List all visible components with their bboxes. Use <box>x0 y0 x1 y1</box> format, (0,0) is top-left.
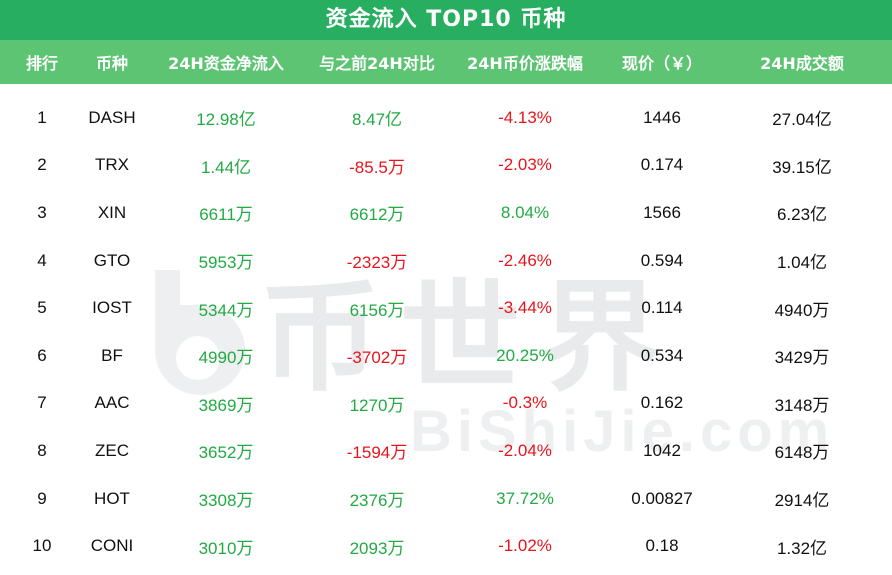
header-inflow: 24H资金净流入 <box>168 54 284 73</box>
table-row: 7 AAC 3869万 1270万 -0.3% 0.162 3148万 <box>0 380 892 428</box>
change-cell: -0.3% <box>502 393 548 413</box>
coin-cell: XIN <box>97 202 127 222</box>
header-coin: 币种 <box>95 54 128 73</box>
table-body: 1 DASH 12.98亿 8.47亿 -4.13% 1446 27.04亿 2… <box>0 94 892 570</box>
change-cell: 8.04% <box>500 202 550 222</box>
price-cell: 1042 <box>643 440 681 460</box>
volume-cell: 6148万 <box>774 443 830 463</box>
page-title: 资金流入 TOP10 币种 <box>0 0 892 40</box>
coin-cell: ZEC <box>95 440 129 460</box>
inflow-cell: 1.44亿 <box>200 157 252 177</box>
rank-cell: 8 <box>37 440 47 460</box>
rank-cell: 2 <box>37 155 47 175</box>
change-cell: -3.44% <box>498 298 552 318</box>
rank-cell: 10 <box>32 536 52 556</box>
inflow-cell: 3010万 <box>198 538 254 558</box>
change-cell: -4.13% <box>498 107 552 127</box>
inflow-cell: 5344万 <box>198 300 254 320</box>
inflow-cell: 4990万 <box>198 348 254 368</box>
header-rank: 排行 <box>25 54 58 73</box>
compare-cell: -1594万 <box>346 443 408 463</box>
price-cell: 0.174 <box>640 155 684 175</box>
coin-cell: HOT <box>94 488 130 508</box>
volume-cell: 27.04亿 <box>772 110 832 130</box>
compare-cell: -2323万 <box>346 253 408 273</box>
inflow-cell: 3308万 <box>198 491 254 511</box>
rank-cell: 4 <box>37 250 47 270</box>
change-cell: -2.46% <box>498 250 552 270</box>
compare-cell: -85.5万 <box>349 157 405 177</box>
change-cell: 37.72% <box>496 488 554 508</box>
volume-cell: 39.15亿 <box>772 157 832 177</box>
inflow-cell: 3652万 <box>198 443 254 463</box>
volume-cell: 1.04亿 <box>776 253 828 273</box>
table-row: 2 TRX 1.44亿 -85.5万 -2.03% 0.174 39.15亿 <box>0 142 892 190</box>
table-row: 9 HOT 3308万 2376万 37.72% 0.00827 2914亿 <box>0 475 892 523</box>
price-cell: 0.534 <box>640 345 684 365</box>
compare-cell: 6156万 <box>349 300 405 320</box>
coin-cell: GTO <box>93 250 131 270</box>
coin-cell: IOST <box>92 298 132 318</box>
price-cell: 0.18 <box>645 536 679 556</box>
inflow-cell: 3869万 <box>198 395 254 415</box>
rank-cell: 9 <box>37 488 47 508</box>
table-row: 4 GTO 5953万 -2323万 -2.46% 0.594 1.04亿 <box>0 237 892 285</box>
rank-cell: 7 <box>37 393 47 413</box>
rank-cell: 5 <box>37 298 47 318</box>
compare-cell: -3702万 <box>346 348 408 368</box>
compare-cell: 2093万 <box>349 538 405 558</box>
price-cell: 0.00827 <box>631 488 693 508</box>
rank-cell: 6 <box>37 345 47 365</box>
coin-cell: BF <box>101 345 123 365</box>
compare-cell: 6612万 <box>349 205 405 225</box>
change-cell: -2.03% <box>498 155 552 175</box>
coin-cell: TRX <box>95 155 129 175</box>
inflow-cell: 6611万 <box>199 205 253 225</box>
table-row: 1 DASH 12.98亿 8.47亿 -4.13% 1446 27.04亿 <box>0 94 892 142</box>
volume-cell: 1.32亿 <box>776 538 828 558</box>
header-compare: 与之前24H对比 <box>319 54 435 73</box>
volume-cell: 6.23亿 <box>776 205 828 225</box>
compare-cell: 8.47亿 <box>351 110 403 130</box>
header-volume: 24H成交额 <box>760 54 844 73</box>
price-cell: 1566 <box>643 202 681 222</box>
price-cell: 0.594 <box>640 250 684 270</box>
compare-cell: 1270万 <box>349 395 405 415</box>
table-row: 3 XIN 6611万 6612万 8.04% 1566 6.23亿 <box>0 189 892 237</box>
inflow-cell: 5953万 <box>198 253 254 273</box>
compare-cell: 2376万 <box>349 491 405 511</box>
change-cell: -2.04% <box>498 440 552 460</box>
volume-cell: 4940万 <box>774 300 830 320</box>
header-change: 24H币价涨跌幅 <box>467 54 583 73</box>
coin-cell: AAC <box>94 393 130 413</box>
volume-cell: 2914亿 <box>774 491 830 511</box>
price-cell: 0.162 <box>640 393 684 413</box>
rank-cell: 1 <box>37 107 47 127</box>
table-row: 8 ZEC 3652万 -1594万 -2.04% 1042 6148万 <box>0 427 892 475</box>
table-row: 10 CONI 3010万 2093万 -1.02% 0.18 1.32亿 <box>0 522 892 570</box>
table-header: 排行 币种 24H资金净流入 与之前24H对比 24H币价涨跌幅 现价（￥） 2… <box>0 40 892 84</box>
coin-cell: CONI <box>90 536 134 556</box>
price-cell: 1446 <box>643 107 681 127</box>
rank-cell: 3 <box>37 202 47 222</box>
volume-cell: 3148万 <box>774 395 830 415</box>
header-price: 现价（￥） <box>621 54 702 73</box>
coin-cell: DASH <box>88 107 136 127</box>
price-cell: 0.114 <box>641 298 683 318</box>
volume-cell: 3429万 <box>774 348 830 368</box>
change-cell: -1.02% <box>498 536 552 556</box>
table-row: 6 BF 4990万 -3702万 20.25% 0.534 3429万 <box>0 332 892 380</box>
inflow-cell: 12.98亿 <box>196 110 256 130</box>
table-row: 5 IOST 5344万 6156万 -3.44% 0.114 4940万 <box>0 284 892 332</box>
change-cell: 20.25% <box>496 345 554 365</box>
